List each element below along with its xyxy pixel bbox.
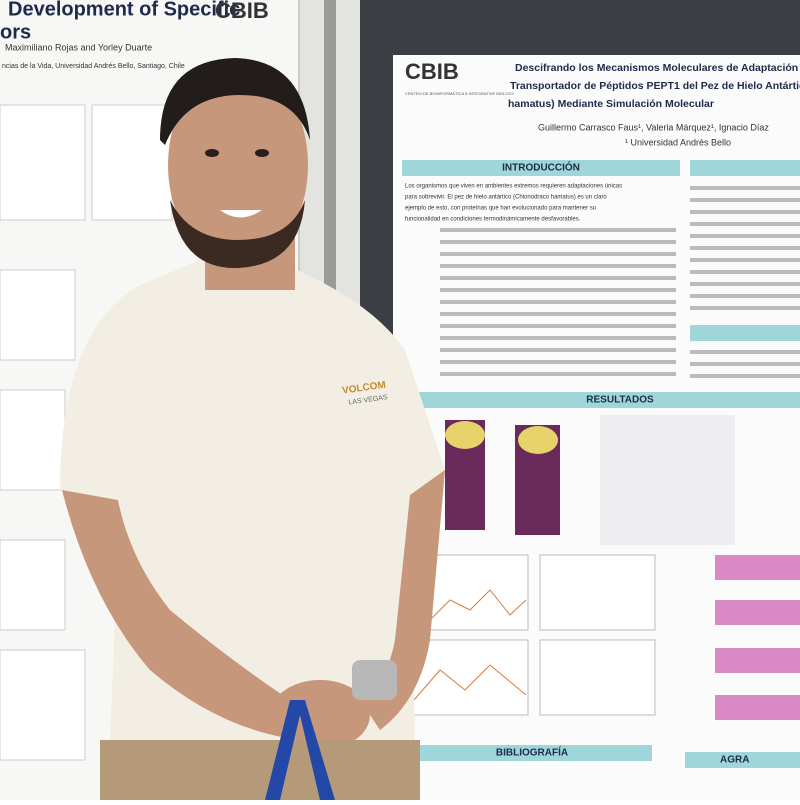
plot bbox=[427, 554, 529, 631]
poster-title: ors bbox=[0, 21, 31, 43]
section-title: INTRODUCCIÓN bbox=[502, 161, 580, 174]
backdrop bbox=[360, 0, 800, 60]
plot-line bbox=[429, 589, 527, 621]
body-text: funcionalidad en condiciones termodinámi… bbox=[405, 217, 581, 223]
section-title: AGRA bbox=[720, 755, 749, 766]
section-title: RESULTADOS bbox=[586, 395, 654, 406]
logo-subtitle: CENTRO DE BIOINFORMÁTICA & INTEGRATIVE B… bbox=[405, 91, 515, 96]
section-header bbox=[402, 392, 800, 408]
section-header bbox=[690, 325, 800, 341]
poster-title: hamatus) Mediante Simulación Molecular bbox=[508, 98, 714, 110]
logo: CBIB bbox=[215, 0, 269, 23]
figure bbox=[0, 104, 86, 221]
plot bbox=[411, 639, 529, 716]
body-text: para sobrevivir. El pez de hielo antárti… bbox=[405, 195, 607, 201]
figure bbox=[91, 104, 173, 221]
poster-authors: Guillermo Carrasco Faus¹, Valeria Márque… bbox=[538, 122, 769, 132]
heatmap bbox=[715, 555, 800, 720]
poster-title: Descifrando los Mecanismos Moleculares d… bbox=[515, 62, 798, 74]
body-text: Los organismos que viven en ambientes ex… bbox=[405, 184, 622, 190]
section-header bbox=[412, 745, 652, 761]
poster-authors: Maximiliano Rojas and Yorley Duarte bbox=[5, 42, 152, 52]
text-block bbox=[440, 186, 800, 378]
figure bbox=[0, 389, 66, 491]
logo: CBIB bbox=[405, 59, 459, 84]
person: VOLCOM LAS VEGAS bbox=[60, 58, 445, 800]
body-text: ejemplo de esto, con proteínas que han e… bbox=[405, 206, 596, 212]
plot bbox=[539, 639, 656, 716]
plot-line bbox=[413, 664, 527, 701]
poster-affiliation: ncias de la Vida, Universidad Andrés Bel… bbox=[2, 63, 185, 70]
figure bbox=[0, 539, 66, 631]
section-title: BIBLIOGRAFÍA bbox=[496, 746, 568, 759]
figure bbox=[0, 269, 76, 361]
protein-figure bbox=[445, 415, 735, 545]
section-header bbox=[690, 160, 800, 176]
plot bbox=[539, 554, 656, 631]
poster-title: Transportador de Péptidos PEPT1 del Pez … bbox=[510, 80, 800, 92]
section-header bbox=[685, 752, 800, 768]
figure bbox=[0, 649, 86, 761]
poster-title: Development of Specific bbox=[8, 0, 240, 20]
section-header bbox=[402, 160, 680, 176]
poster-affiliation: ¹ Universidad Andrés Bello bbox=[625, 137, 731, 147]
